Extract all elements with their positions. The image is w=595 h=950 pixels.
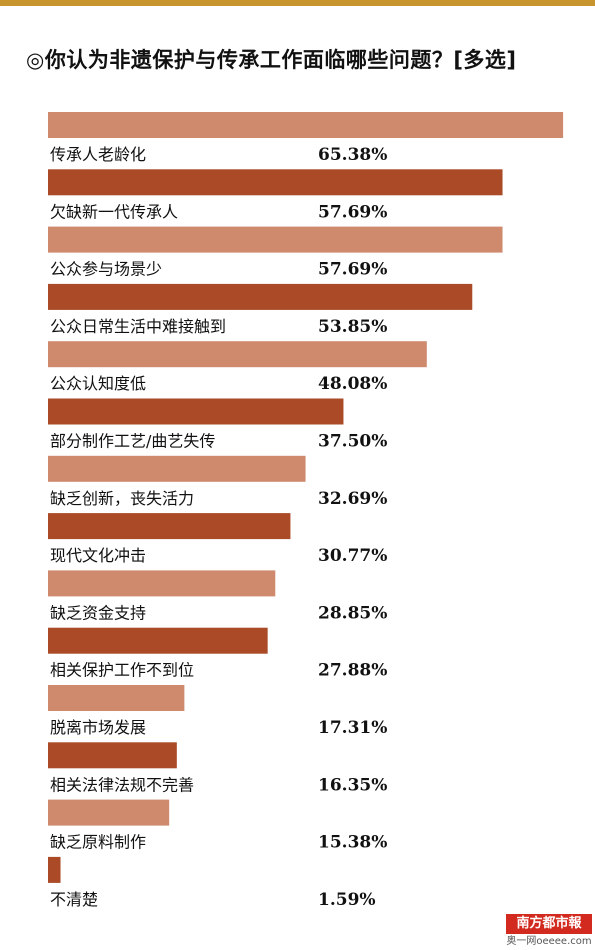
category-label-5: 部分制作工艺/曲艺失传 [50, 432, 215, 451]
value-label-4: 48.08% [318, 374, 387, 394]
category-label-6: 缺乏创新，丧失活力 [50, 489, 194, 508]
bar-6 [48, 455, 306, 482]
value-label-11: 16.35% [318, 775, 387, 795]
bar-12 [48, 799, 170, 826]
category-label-1: 欠缺新一代传承人 [50, 202, 178, 221]
bar-5 [48, 398, 344, 425]
value-label-8: 28.85% [318, 603, 387, 623]
category-label-3: 公众日常生活中难接触到 [50, 317, 226, 336]
value-label-0: 65.38% [318, 145, 387, 165]
bar-8 [48, 570, 276, 597]
bar-3 [48, 283, 473, 310]
bar-1 [48, 169, 503, 196]
category-label-11: 相关法律法规不完善 [50, 775, 194, 794]
chart-title: ◎你认为非遗保护与传承工作面临哪些问题？[多选] [26, 48, 517, 72]
category-label-10: 脱离市场发展 [50, 718, 146, 737]
bar-4 [48, 341, 427, 368]
top-rule [0, 0, 595, 6]
bar-10 [48, 685, 185, 711]
category-label-9: 相关保护工作不到位 [50, 661, 194, 680]
bar-13 [48, 856, 61, 883]
value-label-10: 17.31% [318, 718, 387, 738]
bar-9 [48, 627, 268, 654]
value-label-5: 37.50% [318, 432, 387, 452]
bar-7 [48, 513, 291, 540]
category-label-7: 现代文化冲击 [50, 546, 146, 565]
category-label-13: 不清楚 [50, 890, 98, 909]
bar-11 [48, 742, 177, 769]
value-label-7: 30.77% [318, 546, 387, 566]
category-label-0: 传承人老龄化 [50, 145, 146, 164]
value-label-12: 15.38% [318, 833, 387, 853]
value-label-6: 32.69% [318, 489, 387, 509]
publisher-logo: 南方都市報 [506, 914, 592, 934]
publisher-site: 奥一网oeeee.com [506, 936, 592, 947]
value-label-2: 57.69% [318, 260, 387, 280]
category-label-8: 缺乏资金支持 [50, 603, 146, 622]
bar-2 [48, 226, 503, 253]
category-label-4: 公众认知度低 [50, 374, 146, 393]
value-label-13: 1.59% [318, 890, 376, 910]
value-label-1: 57.69% [318, 202, 387, 222]
value-label-9: 27.88% [318, 661, 387, 681]
category-label-12: 缺乏原料制作 [50, 833, 146, 852]
bar-0 [48, 112, 564, 138]
category-label-2: 公众参与场景少 [50, 260, 162, 279]
value-label-3: 53.85% [318, 317, 387, 337]
